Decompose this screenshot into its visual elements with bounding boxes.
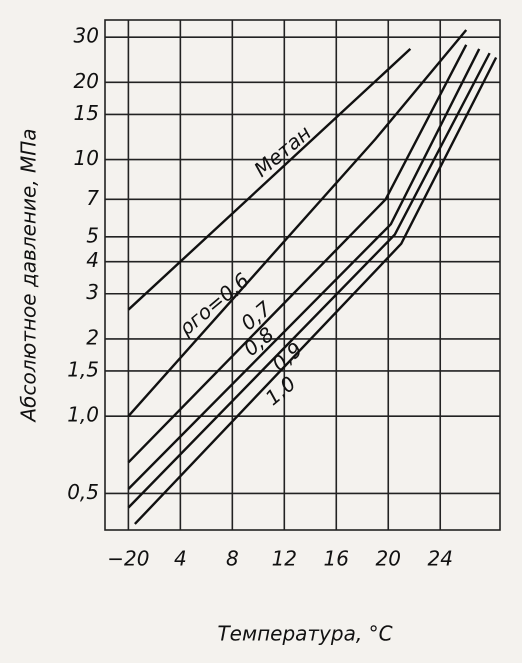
y-tick-label: 5	[86, 223, 99, 247]
x-tick-label: 12	[272, 547, 297, 571]
series-line	[134, 56, 498, 525]
series-label: ρго=0,6	[174, 268, 254, 340]
y-axis-label: Абсолютное давление, МПа	[17, 128, 41, 423]
plot-frame	[104, 19, 501, 531]
x-tick-label: 20	[376, 547, 401, 571]
series-label: Метан	[249, 121, 315, 182]
series-line	[127, 48, 412, 311]
y-tick-label: 7	[86, 186, 99, 210]
y-tick-label: 10	[74, 146, 99, 170]
x-axis-label: Температура, °С	[217, 622, 392, 646]
series-label: 1,0	[261, 371, 301, 410]
y-tick-label: 0,5	[67, 480, 99, 504]
series-line	[127, 29, 468, 417]
y-tick-label: 20	[74, 69, 99, 93]
x-tick-label: 16	[324, 547, 349, 571]
x-tick-label: 8	[226, 547, 239, 571]
x-tick-label: −20	[107, 547, 149, 571]
y-tick-label: 4	[86, 248, 99, 272]
y-tick-label: 15	[74, 101, 99, 125]
y-tick-label: 30	[74, 24, 99, 48]
series-line	[127, 48, 481, 490]
y-tick-label: 1,5	[67, 357, 99, 381]
series-line	[127, 44, 468, 464]
series-line	[127, 52, 491, 509]
y-tick-label: 2	[86, 325, 99, 349]
y-tick-label: 3	[86, 280, 99, 304]
x-tick-label: 24	[428, 547, 453, 571]
y-tick-label: 1,0	[67, 403, 99, 427]
x-tick-label: 4	[174, 547, 187, 571]
